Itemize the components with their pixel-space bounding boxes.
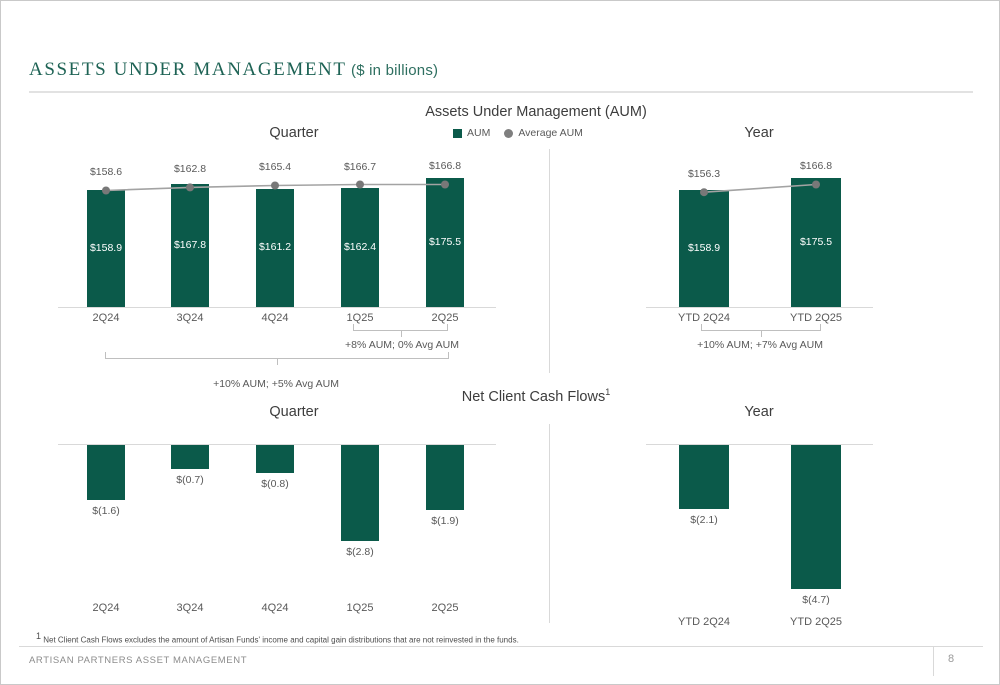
nccf-quarter-bar-2Q25: [426, 445, 464, 510]
page-number: 8: [947, 653, 955, 665]
nccf-quarter-category-1Q25: 1Q25: [346, 602, 374, 614]
aum-quarter-bar-label-2Q25: $175.5: [428, 235, 462, 248]
aum-quarter-bar-label-1Q25: $162.4: [343, 240, 377, 253]
aum-quarter-avg-label-3Q24: $162.8: [173, 163, 207, 176]
nccf-quarter-bar-3Q24: [171, 445, 209, 469]
aum-quarter-bar-label-2Q24: $158.9: [89, 241, 123, 254]
nccf-quarter-bar-4Q24: [256, 445, 294, 473]
aum-year-bar-YTD 2Q25: [791, 178, 841, 307]
bottom-section-divider: [549, 424, 550, 623]
nccf-quarter-title: Quarter: [269, 404, 319, 420]
nccf-section-title-text: Net Client Cash Flows: [461, 388, 606, 405]
aum-year-axis: [646, 307, 873, 308]
aum-year-category-YTD 2Q25: YTD 2Q25: [790, 312, 842, 324]
aum-quarter-bar-1Q25: [341, 188, 379, 307]
aum-legend: AUM Average AUM: [453, 127, 583, 139]
footer-divider: [19, 646, 983, 647]
legend-label-average-aum: Average AUM: [518, 127, 583, 139]
nccf-year-bar-label-YTD 2Q25: $(4.7): [802, 594, 830, 606]
page-number-divider: [933, 646, 934, 676]
nccf-year-title: Year: [744, 404, 774, 420]
footnote: 1 Net Client Cash Flows excludes the amo…: [36, 631, 519, 645]
nccf-quarter-bar-label-4Q24: $(0.8): [261, 478, 289, 490]
nccf-footnote-marker: 1: [605, 387, 611, 397]
nccf-quarter-bar-label-2Q25: $(1.9): [431, 515, 459, 527]
nccf-year-category-YTD 2Q25: YTD 2Q25: [790, 616, 842, 628]
nccf-quarter-category-2Q25: 2Q25: [431, 602, 459, 614]
header-divider: [29, 91, 973, 93]
nccf-year-category-YTD 2Q24: YTD 2Q24: [678, 616, 730, 628]
footnote-marker: 1: [36, 631, 42, 641]
nccf-year-axis: [646, 444, 873, 445]
aum-quarter-avg-label-2Q25: $166.8: [428, 160, 462, 173]
aum-year-bar-label-YTD 2Q25: $175.5: [799, 235, 833, 248]
bracket-year: [701, 324, 821, 337]
annotation-year: +10% AUM; +7% Avg AUM: [697, 339, 823, 351]
aum-quarter-bar-3Q24: [171, 184, 209, 307]
aum-quarter-category-2Q25: 2Q25: [431, 312, 459, 324]
aum-year-category-YTD 2Q24: YTD 2Q24: [678, 312, 730, 324]
legend-label-aum: AUM: [467, 127, 491, 139]
bracket-quarter-full: [105, 352, 449, 365]
aum-quarter-bar-label-4Q24: $161.2: [258, 241, 292, 253]
nccf-year-bar-label-YTD 2Q24: $(2.1): [690, 514, 718, 526]
average-aum-circle-icon: [504, 128, 514, 138]
aum-year-avg-label-YTD 2Q25: $166.8: [799, 160, 833, 173]
nccf-quarter-bar-label-3Q24: $(0.7): [176, 474, 204, 486]
nccf-quarter-bar-label-2Q24: $(1.6): [92, 505, 120, 517]
nccf-quarter-bar-2Q24: [87, 445, 125, 500]
aum-year-avg-label-YTD 2Q24: $156.3: [687, 168, 721, 181]
aum-quarter-bar-label-3Q24: $167.8: [173, 238, 207, 251]
annotation-quarter-recent: +8% AUM; 0% Avg AUM: [345, 339, 459, 351]
nccf-section-title: Net Client Cash Flows1: [376, 387, 696, 405]
aum-quarter-category-4Q24: 4Q24: [261, 312, 289, 324]
nccf-quarter-axis: [58, 444, 496, 445]
aum-section-title: Assets Under Management (AUM): [425, 104, 647, 120]
legend-item-aum: AUM: [453, 127, 490, 139]
nccf-year-bar-YTD 2Q25: [791, 445, 841, 589]
aum-quarter-bar-4Q24: [256, 189, 294, 307]
nccf-year-bar-YTD 2Q24: [679, 445, 729, 509]
aum-quarter-title: Quarter: [269, 125, 319, 141]
legend-item-average-aum: Average AUM: [504, 127, 583, 139]
page-title-suffix: ($ in billions): [351, 62, 439, 79]
bracket-quarter-recent: [353, 324, 448, 337]
aum-quarter-category-1Q25: 1Q25: [346, 312, 374, 324]
aum-quarter-axis: [58, 307, 496, 308]
nccf-quarter-category-4Q24: 4Q24: [261, 602, 289, 614]
aum-year-bar-YTD 2Q24: [679, 190, 729, 307]
aum-quarter-category-2Q24: 2Q24: [92, 312, 120, 324]
nccf-quarter-category-3Q24: 3Q24: [176, 602, 204, 614]
aum-quarter-category-3Q24: 3Q24: [176, 312, 204, 324]
page-title-text: ASSETS UNDER MANAGEMENT: [29, 59, 347, 80]
footnote-text: Net Client Cash Flows excludes the amoun…: [41, 635, 519, 645]
nccf-quarter-bar-label-1Q25: $(2.8): [346, 546, 374, 558]
footer-company: ARTISAN PARTNERS ASSET MANAGEMENT: [29, 655, 248, 666]
top-section-divider: [549, 149, 550, 373]
annotation-quarter-full: +10% AUM; +5% Avg AUM: [213, 378, 339, 390]
aum-year-bar-label-YTD 2Q24: $158.9: [687, 241, 721, 254]
aum-quarter-avg-label-1Q25: $166.7: [343, 160, 377, 173]
aum-year-title: Year: [744, 125, 774, 141]
aum-quarter-bar-2Q24: [87, 190, 125, 307]
aum-square-icon: [453, 128, 462, 138]
nccf-quarter-category-2Q24: 2Q24: [92, 602, 120, 614]
aum-quarter-avg-label-2Q24: $158.6: [89, 166, 123, 179]
aum-quarter-avg-label-4Q24: $165.4: [258, 161, 292, 174]
page-title: ASSETS UNDER MANAGEMENT ($ in billions): [29, 59, 438, 81]
nccf-quarter-bar-1Q25: [341, 445, 379, 541]
aum-quarter-bar-2Q25: [426, 178, 464, 307]
